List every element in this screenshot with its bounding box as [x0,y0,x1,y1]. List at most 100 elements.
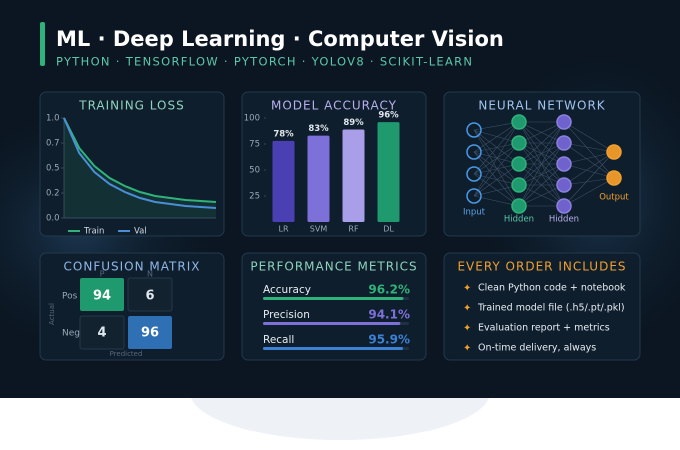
bar [377,122,400,222]
connection [473,121,520,197]
neuron [511,198,527,214]
neuron [466,188,482,204]
panel-title: CONFUSION MATRIX [64,260,201,274]
connection [473,151,520,207]
connection [473,151,520,186]
neuron [556,135,572,151]
y-tick-label: 100 [244,114,260,124]
bullet-icon: ✦ [463,323,471,334]
neuron [511,135,527,151]
panel [241,252,427,361]
matrix-value: 6 [145,289,154,304]
list-item: Trained model file (.h5/.pt/.pkl) [477,303,625,314]
row-label: Neg [62,329,80,339]
neuron [466,144,482,160]
neuron [466,166,482,182]
bullet-icon: ✦ [463,303,471,314]
subtitle: PYTHON · TENSORFLOW · PYTORCH · YOLOV8 ·… [56,55,473,69]
connection [473,173,520,207]
neuron [556,114,572,130]
connection [563,177,615,186]
accent-bar [40,22,45,66]
bullet-icon: ✦ [463,283,471,294]
metric-label: Precision [263,309,310,321]
y-tick-label: 0.7 [46,139,60,149]
metric-label: Recall [263,334,294,346]
matrix-value: 96 [141,326,159,341]
legend-label: Val [134,227,147,237]
connection [563,177,615,207]
y-tick-label: 0.2 [46,189,60,199]
list-item: Clean Python code + notebook [478,283,626,294]
connection [518,121,565,186]
list-item: On-time delivery, always [478,343,596,354]
x-tick-label: SVM [310,225,328,234]
connection [518,142,565,207]
axis-label: Predicted [110,350,143,358]
column-label: N [147,270,153,279]
layer-label: Output [599,193,629,203]
connection [563,142,615,153]
neuron [511,177,527,193]
neuron [606,144,622,160]
panel-title: MODEL ACCURACY [271,99,397,113]
bar [263,322,401,325]
panel-title: NEURAL NETWORK [478,99,605,113]
neuron [511,156,527,172]
connection [473,142,520,197]
panel-title: TRAINING LOSS [78,99,184,113]
list-item: Evaluation report + metrics [478,323,610,334]
metric-label: Accuracy [263,284,311,296]
y-tick-label: 1.0 [46,114,60,124]
axis-label: Actual [48,303,56,325]
connection [563,151,615,207]
layer-label: Input [463,208,486,218]
connection [563,151,615,186]
neuron [466,122,482,138]
y-tick-label: 75 [249,140,260,150]
column-label: P [100,270,105,279]
title: ML · Deep Learning · Computer Vision [56,27,504,51]
neuron [556,198,572,214]
connection [473,121,520,153]
connection [518,121,565,207]
value-label: 89% [343,118,364,128]
line [63,117,217,203]
matrix-cell [80,278,124,311]
y-tick-label: 25 [249,192,260,202]
x-tick-label: RF [348,225,359,234]
neuron [556,156,572,172]
connection [473,129,520,144]
neuron [511,114,527,130]
x-tick-label: DL [383,225,394,234]
connection [563,121,615,153]
y-tick-label: 0.5 [46,164,60,174]
connection [473,129,520,165]
line [63,117,217,209]
matrix-value: 94 [93,289,111,304]
value-label: 96.2% [368,283,410,297]
y-tick-label: 50 [249,166,260,176]
connection [473,151,520,165]
value-label: 94.1% [368,308,410,322]
panel [443,252,641,361]
y-tick-label: 0.0 [46,214,60,224]
connection [473,129,520,186]
connection [563,142,615,179]
value-label: 78% [273,129,294,139]
bar [263,297,404,300]
layer-label: Hidden [504,215,534,225]
layer-label: Hidden [549,215,579,225]
value-label: 83% [308,124,329,134]
bar [307,135,330,222]
connection [473,163,520,197]
panel-title: EVERY ORDER INCLUDES [457,260,626,274]
connection [518,121,565,165]
matrix-cell [128,316,172,349]
connection [563,151,615,165]
value-label: 95.9% [368,333,410,347]
bar [342,129,365,222]
neuron [606,170,622,186]
bar [272,140,295,222]
